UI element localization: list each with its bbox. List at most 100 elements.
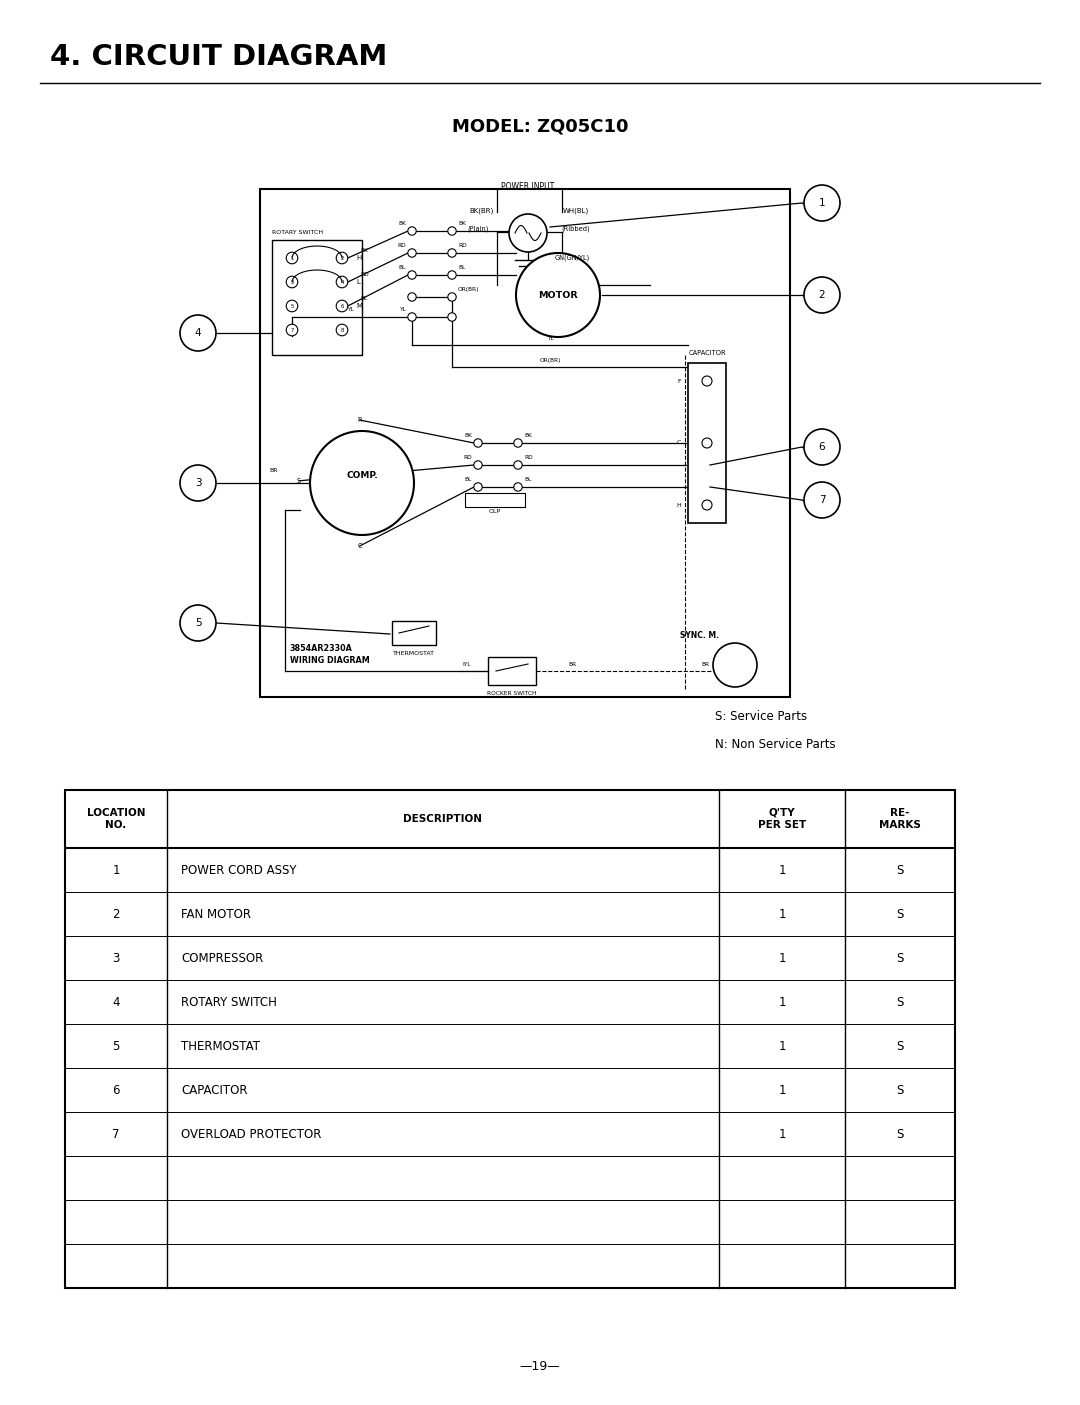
Text: Q'TY
PER SET: Q'TY PER SET: [758, 808, 806, 830]
Text: SYNC. M.: SYNC. M.: [680, 631, 719, 639]
Text: BL: BL: [360, 296, 367, 301]
Circle shape: [180, 606, 216, 641]
Text: CAPACITOR: CAPACITOR: [181, 1083, 247, 1096]
Text: F: F: [677, 378, 681, 384]
Circle shape: [514, 461, 523, 469]
Text: BR: BR: [702, 662, 710, 667]
Bar: [465, 493, 525, 507]
Circle shape: [448, 313, 456, 322]
Circle shape: [286, 253, 298, 264]
Text: BL: BL: [399, 266, 406, 270]
Text: RE-
MARKS: RE- MARKS: [879, 808, 921, 830]
Text: 1: 1: [779, 951, 786, 964]
Text: 2: 2: [819, 289, 825, 301]
Text: BL: BL: [524, 478, 531, 482]
Bar: [260, 190, 789, 697]
Text: 6: 6: [340, 303, 343, 309]
Text: 1: 1: [779, 908, 786, 920]
Text: S: S: [297, 478, 301, 483]
Text: OR(BR): OR(BR): [539, 358, 561, 362]
Text: ROTARY SWITCH: ROTARY SWITCH: [181, 996, 276, 1009]
Bar: [392, 621, 436, 645]
Bar: [272, 240, 362, 355]
Text: RD: RD: [524, 455, 532, 459]
Text: 1: 1: [779, 864, 786, 877]
Text: WH(BL): WH(BL): [563, 208, 589, 215]
Text: 4: 4: [112, 996, 120, 1009]
Circle shape: [286, 325, 298, 336]
Text: YL: YL: [546, 336, 553, 341]
Circle shape: [448, 249, 456, 257]
Circle shape: [474, 483, 482, 492]
Text: 6: 6: [819, 443, 825, 452]
Text: 1: 1: [779, 1127, 786, 1141]
Text: BK: BK: [399, 221, 406, 226]
Text: 3854AR2330A
WIRING DIAGRAM: 3854AR2330A WIRING DIAGRAM: [291, 645, 369, 665]
Text: GN(GN/YL): GN(GN/YL): [554, 254, 590, 260]
Text: H: H: [356, 254, 361, 261]
Text: OR(BR): OR(BR): [458, 287, 480, 292]
Text: BK: BK: [360, 249, 368, 253]
Circle shape: [804, 277, 840, 313]
Text: BK(BR): BK(BR): [470, 208, 495, 215]
Text: S: S: [896, 864, 904, 877]
Circle shape: [336, 325, 348, 336]
Circle shape: [336, 253, 348, 264]
Text: H: H: [676, 503, 681, 507]
Text: COMP.: COMP.: [346, 471, 378, 479]
Text: S: S: [896, 1083, 904, 1096]
Text: YL: YL: [347, 308, 353, 312]
Text: 2: 2: [340, 256, 343, 260]
Text: 6: 6: [112, 1083, 120, 1096]
Text: COMPRESSOR: COMPRESSOR: [181, 951, 264, 964]
Text: C: C: [357, 542, 362, 549]
Circle shape: [336, 301, 348, 312]
Circle shape: [702, 500, 712, 510]
Text: —19—: —19—: [519, 1360, 561, 1374]
Circle shape: [286, 277, 298, 288]
Text: 7: 7: [819, 495, 825, 504]
Circle shape: [474, 461, 482, 469]
Text: S: S: [896, 1127, 904, 1141]
Text: 1: 1: [112, 864, 120, 877]
Text: 4: 4: [194, 327, 201, 339]
Circle shape: [514, 438, 523, 447]
Text: RD: RD: [463, 455, 472, 459]
Text: S: S: [896, 996, 904, 1009]
Circle shape: [514, 483, 523, 492]
Circle shape: [336, 277, 348, 288]
Circle shape: [448, 271, 456, 280]
Text: THERMOSTAT: THERMOSTAT: [181, 1040, 260, 1052]
Circle shape: [408, 271, 416, 280]
Text: DESCRIPTION: DESCRIPTION: [404, 813, 483, 823]
Circle shape: [180, 465, 216, 502]
Text: C: C: [677, 441, 681, 445]
Bar: [488, 658, 536, 686]
Text: 5: 5: [291, 303, 294, 309]
Text: ROCKER SWITCH: ROCKER SWITCH: [487, 691, 537, 695]
Text: POWER INPUT: POWER INPUT: [501, 183, 555, 191]
Text: IYL: IYL: [462, 662, 471, 667]
Text: 1: 1: [779, 1083, 786, 1096]
Text: RD: RD: [397, 243, 406, 249]
Bar: [688, 362, 726, 523]
Text: OLP: OLP: [489, 509, 501, 514]
Text: THERMOSTAT: THERMOSTAT: [393, 651, 435, 656]
Text: RD: RD: [458, 243, 467, 249]
Text: FAN MOTOR: FAN MOTOR: [181, 908, 251, 920]
Circle shape: [804, 482, 840, 518]
Circle shape: [408, 249, 416, 257]
Text: 3: 3: [112, 951, 120, 964]
Text: YL: YL: [400, 308, 406, 312]
Text: 3: 3: [291, 280, 294, 284]
Text: BK: BK: [464, 433, 472, 438]
Text: RD: RD: [360, 273, 368, 277]
Text: N: Non Service Parts: N: Non Service Parts: [715, 738, 836, 752]
Text: S: S: [896, 1040, 904, 1052]
Text: 2: 2: [112, 908, 120, 920]
Text: BR: BR: [568, 662, 576, 667]
Text: CAPACITOR: CAPACITOR: [688, 350, 726, 355]
Circle shape: [408, 292, 416, 301]
Text: 5: 5: [112, 1040, 120, 1052]
Text: BK: BK: [524, 433, 531, 438]
